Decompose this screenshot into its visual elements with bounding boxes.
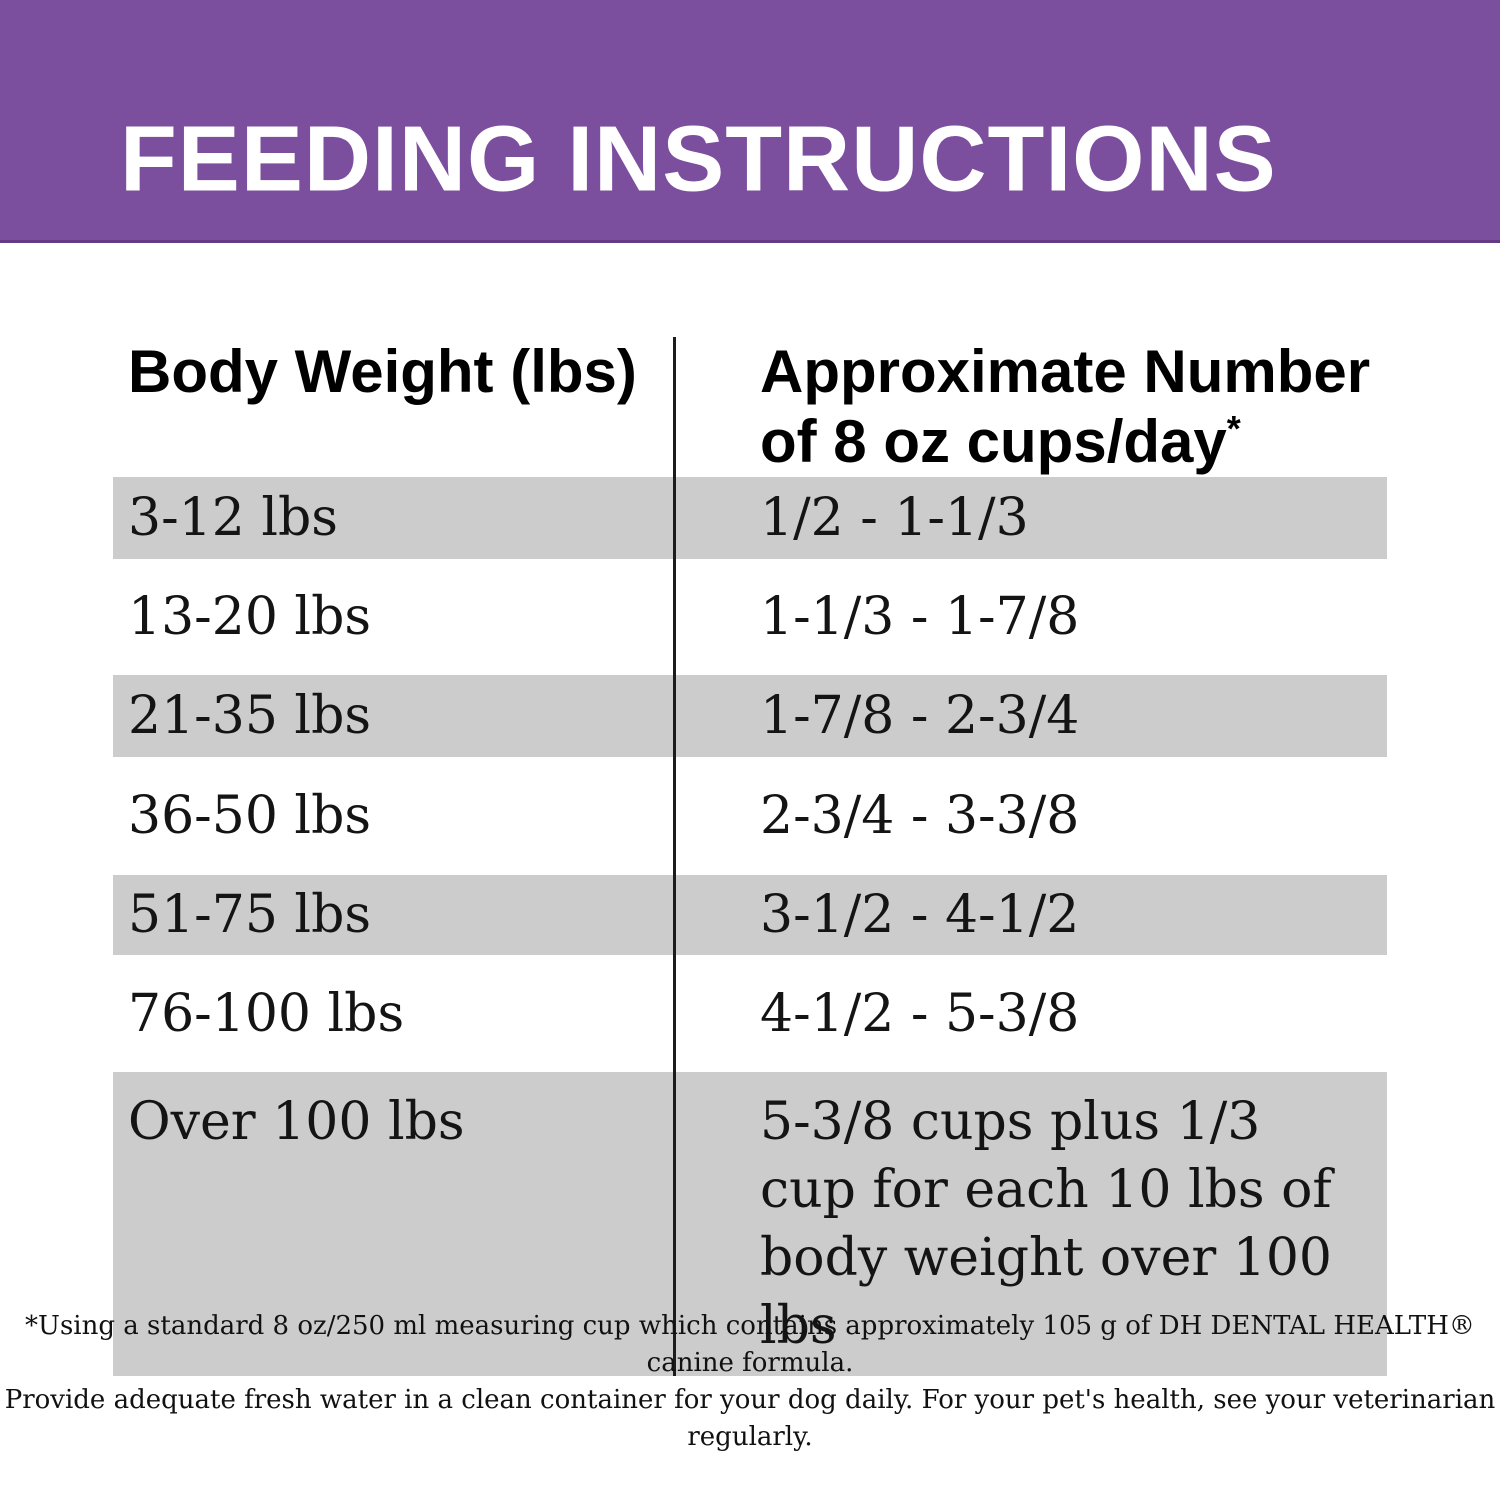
feeding-table: Body Weight (lbs) Approximate Number of …	[113, 337, 1387, 1376]
body-weight-cell: 36-50 lbs	[128, 786, 372, 846]
body-weight-cell: 13-20 lbs	[128, 587, 372, 647]
footnote-line2: Provide adequate fresh water in a clean …	[4, 1385, 1496, 1452]
column-header-body-weight: Body Weight (lbs)	[128, 338, 637, 405]
cups-cell: 5-3/8 cups plus 1/3 cup for each 10 lbs …	[760, 1092, 1332, 1356]
footnote-asterisk: *	[1226, 408, 1241, 449]
footnote-line1: *Using a standard 8 oz/250 ml measuring …	[25, 1311, 1475, 1378]
table-header-row: Body Weight (lbs) Approximate Number of …	[113, 337, 1387, 477]
column-divider-line	[673, 337, 676, 1376]
cups-cell: 1/2 - 1-1/3	[760, 488, 1029, 548]
body-weight-cell: Over 100 lbs	[128, 1092, 465, 1152]
cups-cell: 1-7/8 - 2-3/4	[760, 686, 1080, 746]
body-weight-cell: 21-35 lbs	[128, 686, 372, 746]
table-row: 13-20 lbs 1-1/3 - 1-7/8	[113, 559, 1387, 675]
table-row: 51-75 lbs 3-1/2 - 4-1/2	[113, 875, 1387, 955]
cups-header-line1: Approximate Number	[760, 338, 1371, 405]
table-row: 76-100 lbs 4-1/2 - 5-3/8	[113, 955, 1387, 1072]
cups-cell: 4-1/2 - 5-3/8	[760, 983, 1080, 1044]
cups-cell: 3-1/2 - 4-1/2	[760, 885, 1080, 945]
body-weight-cell: 76-100 lbs	[128, 983, 405, 1044]
title-band: FEEDING INSTRUCTIONS	[0, 0, 1500, 243]
footnote: *Using a standard 8 oz/250 ml measuring …	[0, 1308, 1500, 1456]
page-title: FEEDING INSTRUCTIONS	[120, 106, 1277, 211]
body-weight-cell: 3-12 lbs	[128, 488, 338, 548]
cups-header-line2: of 8 oz cups/day	[760, 408, 1227, 475]
table-row: 3-12 lbs 1/2 - 1-1/3	[113, 477, 1387, 559]
cups-cell: 1-1/3 - 1-7/8	[760, 587, 1080, 647]
cups-cell: 2-3/4 - 3-3/8	[760, 786, 1080, 846]
body-weight-cell: 51-75 lbs	[128, 885, 372, 945]
table-row: 36-50 lbs 2-3/4 - 3-3/8	[113, 757, 1387, 875]
table-row: 21-35 lbs 1-7/8 - 2-3/4	[113, 675, 1387, 757]
table-row: Over 100 lbs 5-3/8 cups plus 1/3 cup for…	[113, 1072, 1387, 1376]
column-header-cups: Approximate Number of 8 oz cups/day*	[676, 337, 1387, 477]
